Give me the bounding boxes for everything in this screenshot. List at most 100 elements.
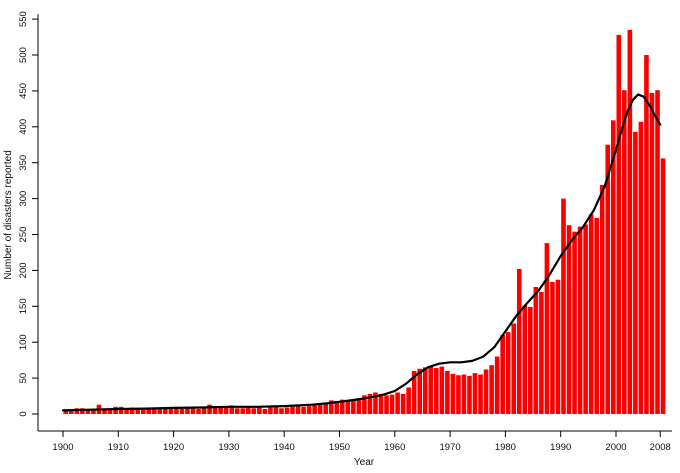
bar-1957 xyxy=(378,393,384,414)
bar-1975 xyxy=(478,374,483,414)
bar-2003 xyxy=(633,131,638,414)
bar-1991 xyxy=(566,225,572,414)
bar-1979 xyxy=(500,335,505,414)
bar-1950 xyxy=(340,399,345,414)
bar-1941 xyxy=(290,406,295,414)
bar-1994 xyxy=(583,224,588,414)
bar-1990 xyxy=(561,198,566,414)
bar-1923 xyxy=(190,406,196,414)
bar-1960 xyxy=(395,392,400,414)
bar-2001 xyxy=(622,90,627,415)
bar-1938 xyxy=(273,406,279,414)
bar-1986 xyxy=(539,291,544,414)
bar-1989 xyxy=(555,279,561,414)
bar-1968 xyxy=(439,366,445,414)
bar-1956 xyxy=(373,392,378,414)
x-tick-label-1930: 1930 xyxy=(218,442,239,453)
bar-1913 xyxy=(135,409,140,414)
y-tick-label-100: 100 xyxy=(18,334,29,350)
bar-1909 xyxy=(113,406,118,414)
bar-1958 xyxy=(384,395,389,414)
bar-1921 xyxy=(179,408,185,414)
bar-1915 xyxy=(146,408,152,414)
bar-1987 xyxy=(544,243,550,414)
bar-2007 xyxy=(655,90,660,415)
y-tick-label-350: 350 xyxy=(18,155,29,171)
bar-1926 xyxy=(207,404,212,414)
bar-1954 xyxy=(362,395,367,414)
x-tick-label-2008: 2008 xyxy=(650,442,671,453)
bar-1998 xyxy=(605,144,611,414)
bar-1964 xyxy=(417,368,423,414)
bar-1934 xyxy=(251,408,257,414)
y-tick-label-250: 250 xyxy=(18,227,29,243)
bar-1942 xyxy=(295,404,301,414)
bar-1948 xyxy=(328,400,334,414)
bar-1999 xyxy=(610,120,616,414)
bar-1907 xyxy=(102,408,107,414)
bar-1982 xyxy=(516,268,522,414)
bar-1917 xyxy=(157,407,163,414)
bar-2008 xyxy=(660,158,666,414)
bar-1963 xyxy=(411,370,417,414)
y-tick-label-200: 200 xyxy=(18,262,29,278)
x-tick-label-2000: 2000 xyxy=(605,442,626,453)
bar-1978 xyxy=(494,356,500,414)
bar-1924 xyxy=(196,408,201,414)
bar-2005 xyxy=(644,55,649,414)
bar-1936 xyxy=(262,408,268,414)
x-tick-label-1940: 1940 xyxy=(274,442,295,453)
bar-1911 xyxy=(124,408,129,414)
bar-1922 xyxy=(185,407,190,414)
x-tick-label-1990: 1990 xyxy=(550,442,571,453)
bar-1904 xyxy=(85,409,91,414)
bar-1962 xyxy=(406,387,411,414)
bar-1971 xyxy=(456,375,461,414)
bar-1995 xyxy=(588,214,594,414)
y-tick-label-450: 450 xyxy=(18,83,29,99)
bar-2006 xyxy=(649,93,655,415)
bar-1944 xyxy=(306,406,312,414)
bar-1935 xyxy=(257,407,262,414)
trend-line xyxy=(61,93,662,412)
bar-1997 xyxy=(599,184,605,414)
bar-1951 xyxy=(345,401,351,414)
bar-1937 xyxy=(268,407,273,414)
y-axis-title: Number of disasters reported xyxy=(3,150,14,280)
y-tick-label-50: 50 xyxy=(18,373,29,384)
bar-1961 xyxy=(400,393,406,414)
bar-1931 xyxy=(234,408,240,414)
bar-1973 xyxy=(467,375,472,414)
bar-1969 xyxy=(445,370,450,414)
bar-1985 xyxy=(533,286,539,414)
bar-1977 xyxy=(489,365,494,414)
bar-1908 xyxy=(107,408,113,414)
y-tick-label-550: 550 xyxy=(18,11,29,27)
bar-1965 xyxy=(422,367,428,414)
bar-1953 xyxy=(356,398,362,414)
x-tick-label-1960: 1960 xyxy=(384,442,405,453)
bar-1949 xyxy=(334,401,340,414)
bar-1933 xyxy=(245,407,251,414)
bar-1996 xyxy=(594,217,599,414)
x-tick-label-1900: 1900 xyxy=(52,442,73,453)
x-tick-label-1920: 1920 xyxy=(163,442,184,453)
bar-1976 xyxy=(483,369,489,414)
y-tick-label-300: 300 xyxy=(18,191,29,207)
bar-1983 xyxy=(522,305,528,414)
bar-1974 xyxy=(472,373,478,414)
x-tick-label-1970: 1970 xyxy=(440,442,461,453)
bar-1946 xyxy=(317,404,323,414)
x-tick-label-1950: 1950 xyxy=(329,442,350,453)
bar-1939 xyxy=(279,408,284,414)
x-axis-title: Year xyxy=(354,457,375,468)
y-axis: 0 50 100 150 200 250 300 350 400 450 500 550 xyxy=(18,11,39,431)
x-axis: 1900 1910 1920 1930 1940 1950 1960 1970 1980 1990… xyxy=(38,430,672,453)
bar-1992 xyxy=(572,231,577,414)
y-tick-label-500: 500 xyxy=(18,47,29,63)
bar-1903 xyxy=(80,408,85,414)
bar-1972 xyxy=(461,374,467,414)
